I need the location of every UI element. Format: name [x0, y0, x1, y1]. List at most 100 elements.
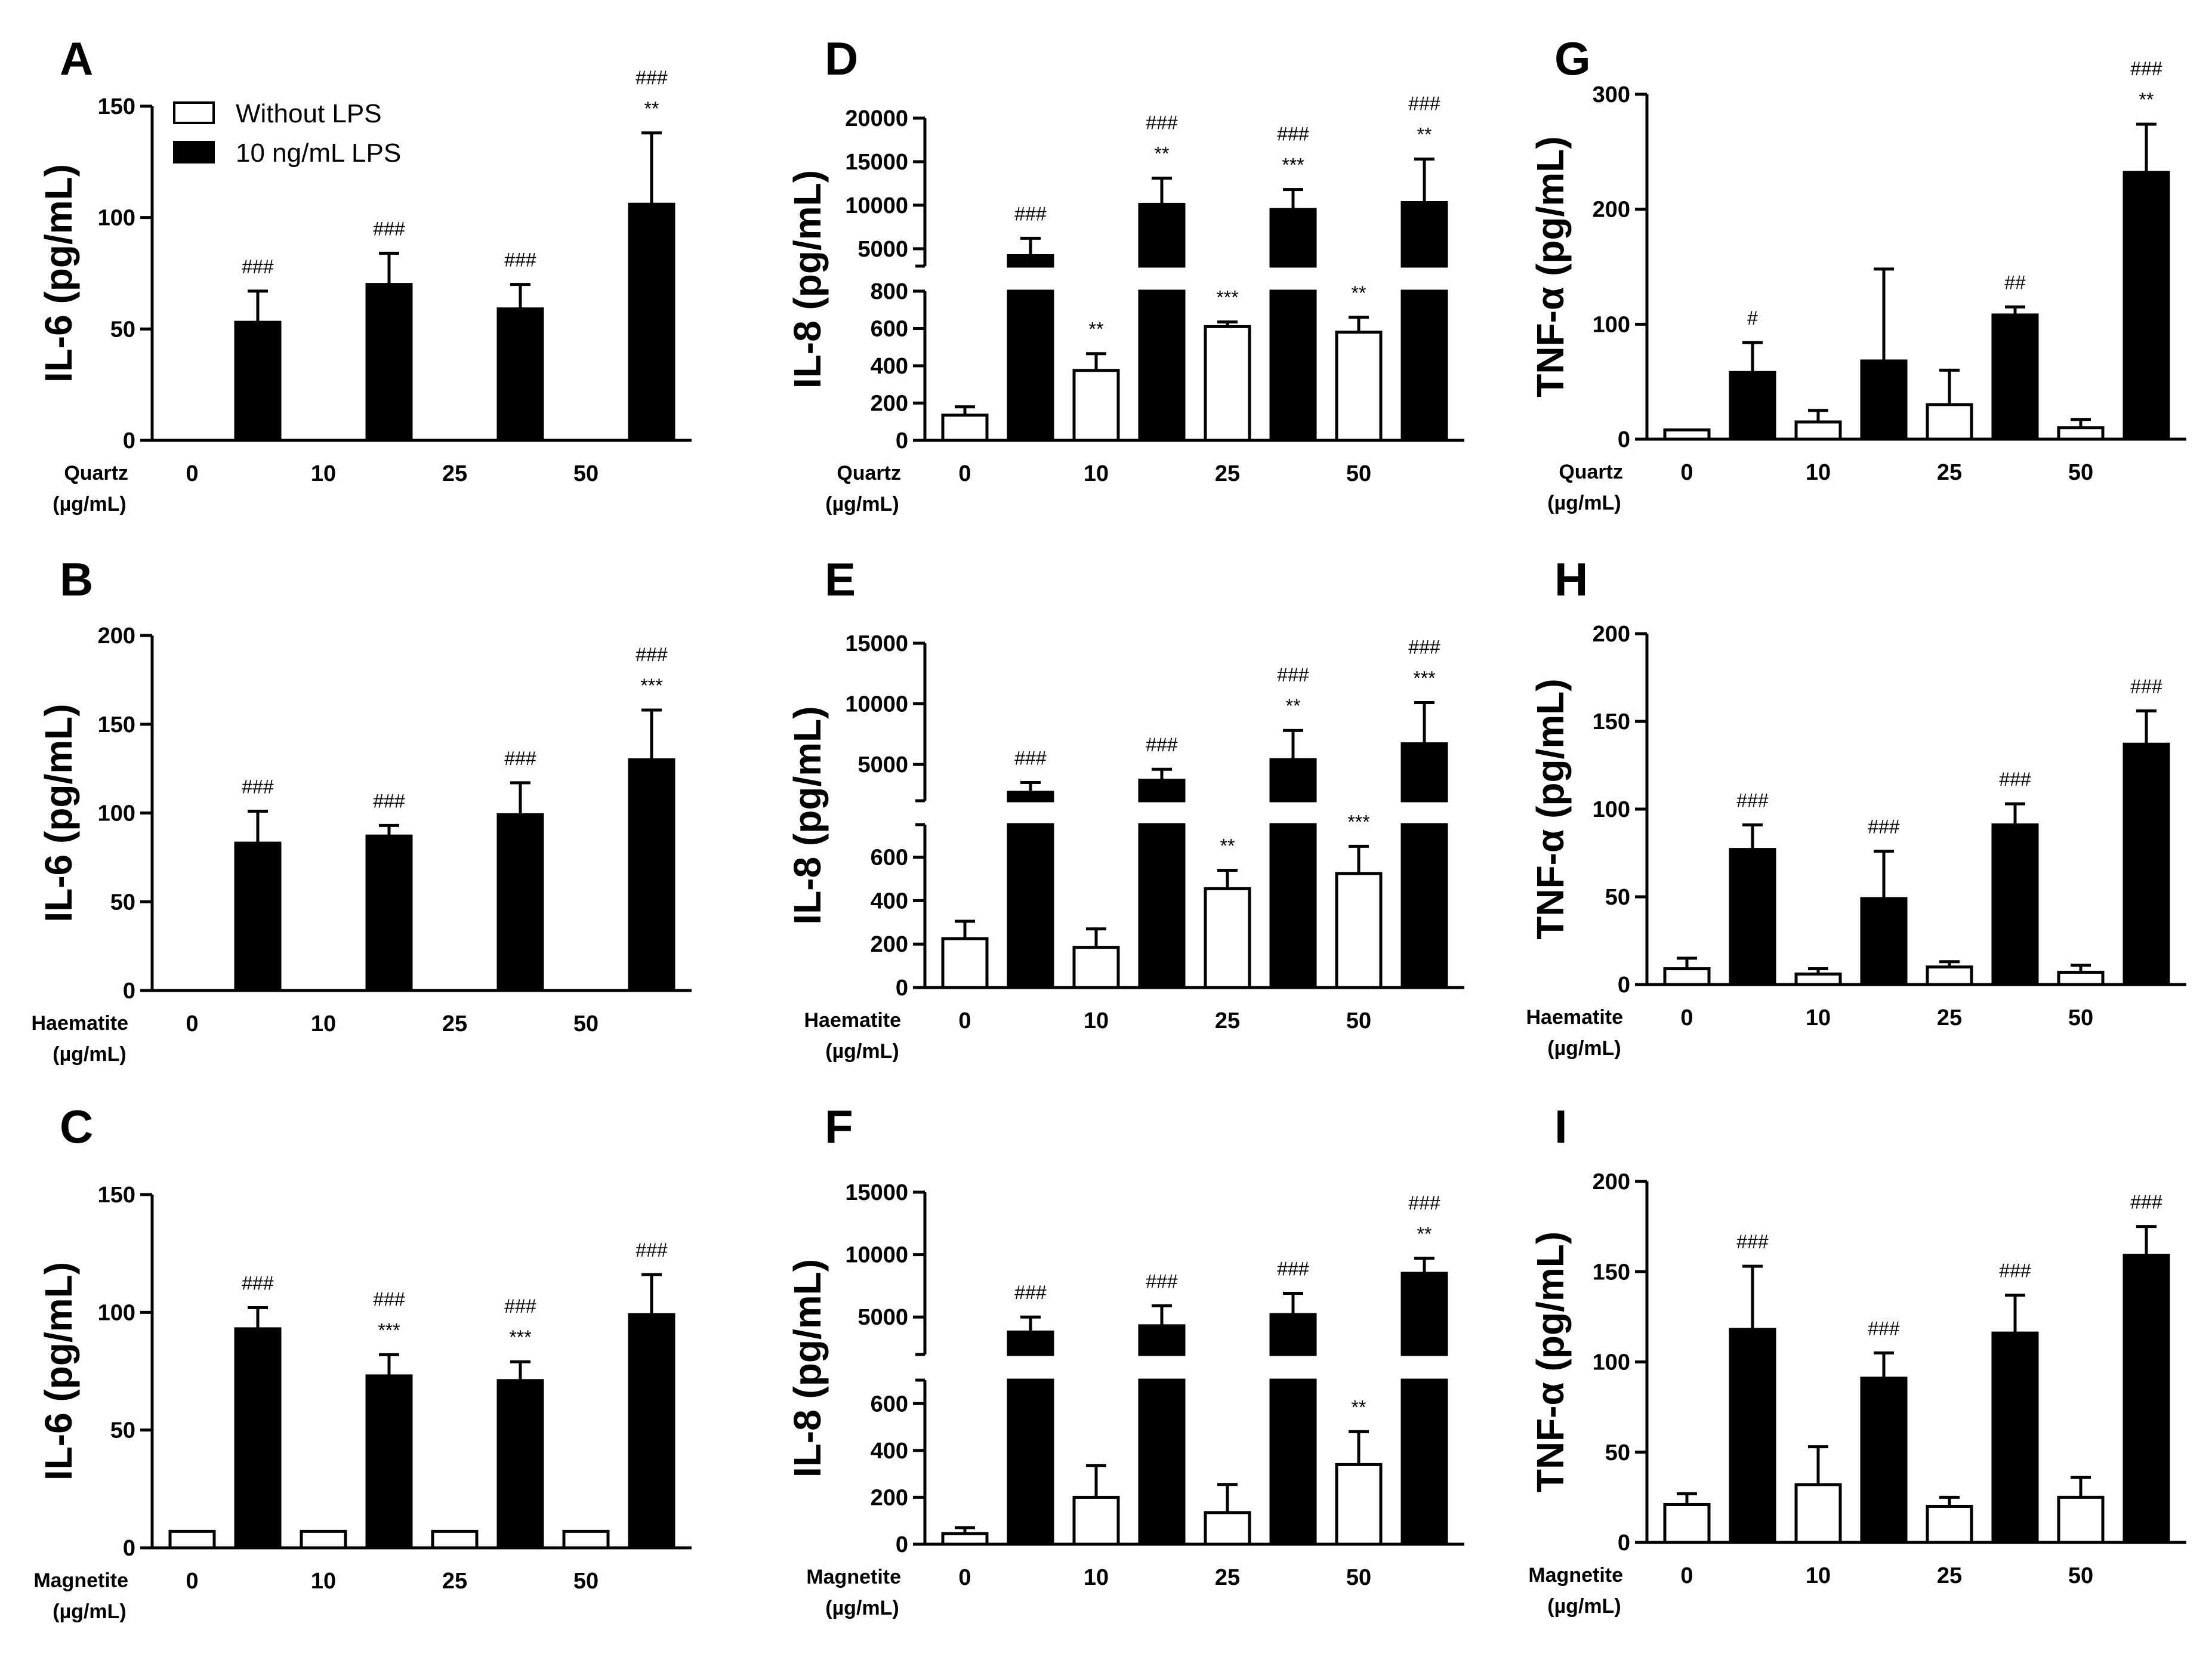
significance-marker: ***: [509, 1326, 531, 1348]
bar-without-lps: [941, 414, 989, 442]
significance-marker: ###: [1146, 112, 1178, 134]
significance-marker: ###: [1736, 1231, 1769, 1252]
x-category-label: 0: [186, 1569, 198, 1594]
bar-without-lps: [1072, 946, 1120, 989]
x-category-label: 25: [1215, 1008, 1240, 1033]
bar-with-lps: [1269, 1313, 1317, 1356]
x-mineral-label: Magnetite: [33, 1569, 128, 1592]
bar-without-lps: [1335, 331, 1383, 442]
bar-with-lps: [496, 813, 544, 992]
bar-with-lps: [2122, 171, 2170, 441]
y-tick-label: 200: [98, 624, 135, 649]
bar-without-lps: [1926, 403, 1973, 441]
significance-marker: **: [1286, 695, 1301, 717]
bar-without-lps: [1204, 325, 1251, 442]
x-category-label: 25: [1215, 1565, 1240, 1590]
legend-label-with-lps: 10 ng/mL LPS: [236, 138, 401, 168]
bar-without-lps: [1663, 428, 1711, 441]
x-category-label: 50: [1346, 1565, 1371, 1590]
y-tick-label: 400: [871, 354, 908, 379]
x-category-label: 0: [186, 1011, 198, 1036]
x-mineral-label: Haematite: [31, 1012, 128, 1035]
x-unit-label: (µg/mL): [825, 493, 899, 516]
bar-with-lps: [1860, 359, 1908, 441]
bar-without-lps: [1204, 1511, 1251, 1546]
significance-marker: #: [1747, 307, 1758, 329]
panel-letter-b: B: [60, 553, 93, 606]
bar-with-lps: [1138, 1324, 1186, 1356]
significance-marker: ***: [378, 1319, 400, 1341]
y-tick-label: 400: [871, 1439, 908, 1464]
bar-with-lps: [1729, 1328, 1776, 1544]
y-tick-label: 100: [1593, 797, 1630, 822]
bar-with-lps-lower: [1400, 1378, 1448, 1546]
significance-marker: ###: [1736, 789, 1769, 811]
significance-marker: ###: [1408, 637, 1440, 658]
y-tick-label: 0: [896, 428, 908, 453]
panel-d: D 0 200 400 600 800 5000 10000 15000 20000 IL-8 (p…: [786, 32, 1464, 516]
bar-with-lps: [1729, 848, 1776, 986]
bar-with-lps-lower: [1269, 289, 1317, 442]
significance-marker: ###: [1277, 1258, 1309, 1279]
bar-with-lps-lower: [1007, 1378, 1054, 1546]
bar-with-lps-lower: [1007, 289, 1054, 442]
bar-with-lps: [1991, 823, 2039, 986]
x-category-label: 10: [1806, 1005, 1831, 1030]
panel-f: F 0 200 400 600 5000 10000 15000 IL-8 (pg/mL) ###…: [786, 1100, 1464, 1619]
significance-marker: ###: [1868, 1317, 1900, 1339]
significance-marker: ###: [373, 790, 405, 811]
y-tick-label: 400: [871, 888, 908, 914]
panel-letter-g: G: [1554, 32, 1591, 85]
significance-marker: ###: [1277, 664, 1309, 686]
x-mineral-label: Quartz: [837, 462, 901, 485]
x-category-label: 0: [958, 1008, 971, 1033]
significance-marker: **: [1089, 319, 1104, 340]
bar-without-lps: [2057, 1495, 2105, 1544]
y-tick-label: 0: [1618, 1531, 1630, 1556]
significance-marker: **: [1155, 143, 1170, 165]
panel-a: A 0 50 100 150 IL-6 (pg/mL) ### 0 ### 10 ### 25 ** ##…: [37, 32, 692, 516]
x-unit-label: (µg/mL): [53, 1043, 126, 1066]
y-tick-label: 100: [1593, 1350, 1630, 1375]
significance-marker: **: [1352, 1396, 1366, 1418]
significance-marker: ###: [242, 776, 274, 798]
significance-marker: **: [1417, 1223, 1432, 1245]
y-axis-label: TNF-α (pg/mL): [1529, 678, 1572, 939]
significance-marker: ###: [373, 1288, 405, 1310]
y-tick-label: 15000: [845, 631, 908, 656]
x-mineral-label: Quartz: [64, 462, 128, 485]
y-tick-label: 10000: [845, 1243, 908, 1268]
bar-with-lps: [628, 1313, 675, 1550]
y-axis-label: IL-8 (pg/mL): [786, 170, 829, 388]
significance-marker: **: [2139, 89, 2154, 110]
x-category-label: 50: [2068, 460, 2093, 485]
significance-marker: ###: [1146, 734, 1178, 755]
x-category-label: 25: [1937, 460, 1962, 485]
y-tick-label: 200: [1593, 1170, 1630, 1195]
significance-marker: ###: [635, 1239, 668, 1261]
significance-marker: ###: [2130, 58, 2162, 79]
bar-without-lps: [1335, 1462, 1383, 1546]
y-tick-label: 150: [98, 1183, 135, 1208]
y-tick-label: 50: [1605, 885, 1630, 910]
significance-marker: ###: [1408, 1192, 1440, 1214]
bar-with-lps: [365, 283, 413, 442]
x-category-label: 10: [311, 461, 336, 486]
y-tick-label: 600: [871, 1391, 908, 1417]
panel-b: B 0 50 100 150 200 IL-6 (pg/mL) ### 0 ### 10 ### 25 *…: [31, 553, 692, 1066]
bar-with-lps: [1269, 208, 1317, 268]
panel-i: I 0 50 100 150 200 TNF-α (pg/mL) ### 0 ### 10 ### 25…: [1528, 1100, 2186, 1618]
x-category-label: 10: [1084, 461, 1109, 486]
bar-with-lps: [1991, 313, 2039, 441]
significance-marker: **: [1352, 282, 1366, 304]
x-mineral-label: Magnetite: [806, 1566, 901, 1588]
x-unit-label: (µg/mL): [825, 1040, 899, 1063]
y-axis-label: IL-8 (pg/mL): [786, 1259, 829, 1477]
bar-with-lps: [1138, 778, 1186, 803]
legend-swatch-with-lps: [173, 141, 215, 163]
y-tick-label: 15000: [845, 1180, 908, 1205]
y-tick-label: 200: [1593, 198, 1630, 223]
bar-with-lps: [1007, 254, 1054, 268]
bar-without-lps: [1926, 965, 1973, 986]
